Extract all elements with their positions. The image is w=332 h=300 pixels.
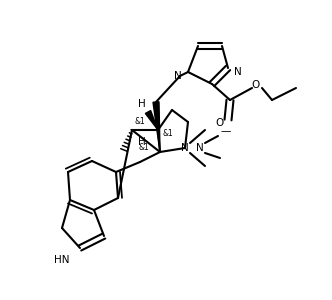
Polygon shape — [153, 102, 160, 152]
Text: &1: &1 — [134, 118, 145, 127]
Text: N: N — [234, 67, 242, 77]
Polygon shape — [145, 110, 158, 130]
Text: N: N — [181, 143, 189, 153]
Text: N: N — [174, 71, 182, 81]
Text: H: H — [138, 99, 146, 109]
Text: HN: HN — [54, 255, 70, 265]
Text: &1: &1 — [139, 143, 149, 152]
Text: H: H — [138, 137, 146, 147]
Text: N: N — [196, 143, 204, 153]
Text: &1: &1 — [163, 130, 173, 139]
Text: O: O — [216, 118, 224, 128]
Text: —: — — [221, 126, 231, 136]
Text: O: O — [252, 80, 260, 90]
